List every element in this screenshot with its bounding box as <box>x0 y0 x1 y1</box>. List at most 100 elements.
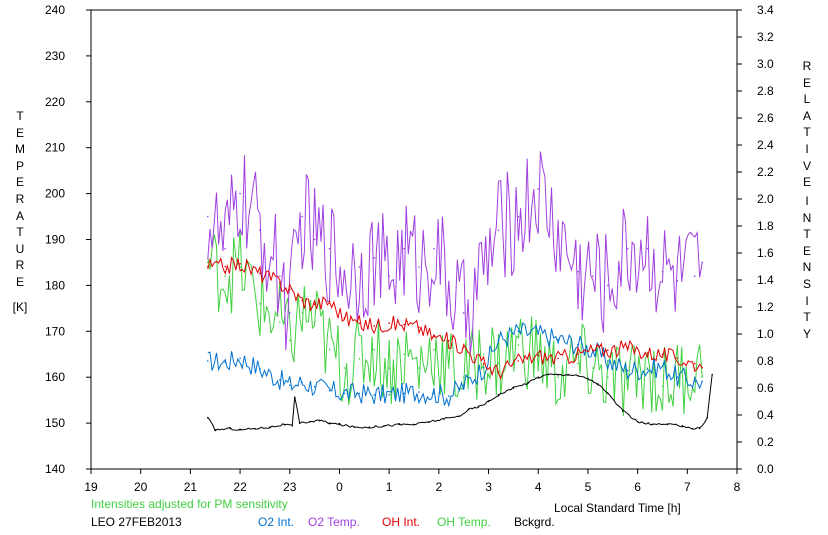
data-point <box>313 303 316 306</box>
data-point <box>358 266 361 268</box>
data-point <box>646 247 649 250</box>
data-point <box>224 265 226 268</box>
data-point <box>597 383 599 385</box>
data-point <box>418 326 420 329</box>
y-left-tick-label: 210 <box>45 141 65 155</box>
data-point <box>206 360 209 362</box>
y-left-tick-label: 170 <box>45 324 65 338</box>
data-point <box>592 349 594 352</box>
x-tick-label: 23 <box>283 480 297 494</box>
data-point <box>383 425 385 427</box>
y-left-tick-label: 230 <box>45 49 65 63</box>
data-point <box>358 392 361 395</box>
data-point <box>433 335 435 338</box>
data-point <box>577 375 579 377</box>
y-left-tick-label: 240 <box>45 3 65 17</box>
data-point <box>328 247 331 250</box>
data-point <box>626 247 629 250</box>
data-point <box>701 380 704 383</box>
data-point <box>711 373 713 376</box>
data-point <box>607 349 609 352</box>
data-point <box>661 270 664 273</box>
data-point <box>343 367 346 369</box>
y-axis-left-title: T E M P E R A T U R E <box>15 109 25 289</box>
y-axis-left: 140 150 160 170 180 190 200 210 220 230 240 <box>45 3 91 476</box>
y-right-tick-label: 0.6 <box>757 381 774 395</box>
data-point <box>403 353 405 356</box>
data-point <box>517 360 520 362</box>
legend-item-o2-temp: O2 Temp. <box>308 515 360 529</box>
data-point <box>557 338 559 341</box>
data-point <box>373 393 376 396</box>
data-point <box>698 427 701 430</box>
data-point <box>398 423 400 426</box>
data-point <box>338 423 341 426</box>
data-point <box>557 376 559 379</box>
y-right-tick-label: 3.4 <box>757 3 774 17</box>
y-axis-left-unit: [K] <box>12 300 28 314</box>
y-right-tick-label: 1.2 <box>757 300 774 314</box>
data-point <box>666 423 669 426</box>
y-right-tick-label: 1.6 <box>757 246 774 260</box>
y-right-tick-label: 3.0 <box>757 57 774 71</box>
data-point <box>592 275 594 278</box>
legend-item-oh-temp: OH Temp. <box>437 515 491 529</box>
data-point <box>517 330 520 333</box>
y-right-tick-label: 1.0 <box>757 327 774 341</box>
legend-item-o2-int: O2 Int. <box>258 515 295 529</box>
data-point <box>328 300 331 303</box>
y-axis-right-title-1: R E L A T I V E <box>802 59 812 190</box>
data-point <box>433 247 435 250</box>
x-axis: 19 20 21 22 23 0 1 2 3 4 5 6 7 8 <box>84 469 741 494</box>
data-point <box>517 215 520 218</box>
data-point <box>413 423 415 426</box>
data-point <box>626 385 629 388</box>
data-point <box>661 385 664 388</box>
data-point <box>301 215 303 218</box>
series-line-o2-temp <box>207 151 703 354</box>
data-point <box>301 381 303 384</box>
data-point <box>701 366 704 369</box>
data-point <box>373 348 376 351</box>
y-left-tick-label: 180 <box>45 278 65 292</box>
data-point <box>403 323 405 326</box>
data-point <box>343 270 346 273</box>
data-point <box>462 312 465 314</box>
data-point <box>651 423 654 426</box>
data-point <box>537 353 540 356</box>
data-point <box>517 344 520 346</box>
data-point <box>497 393 500 396</box>
series-line-oh-temp <box>207 228 703 417</box>
data-point <box>626 346 629 349</box>
data-point <box>497 362 500 365</box>
data-point <box>577 344 579 346</box>
data-point <box>443 418 445 420</box>
series-line-bckgrd <box>207 373 713 432</box>
x-tick-label: 22 <box>233 480 247 494</box>
y-left-tick-label: 140 <box>45 462 65 476</box>
data-point <box>497 229 500 232</box>
data-point <box>428 420 430 423</box>
data-point <box>447 284 450 287</box>
data-point <box>462 384 465 387</box>
y-left-tick-label: 200 <box>45 187 65 201</box>
data-point <box>353 426 356 428</box>
data-point <box>537 188 540 190</box>
data-point <box>373 257 376 259</box>
y-right-tick-label: 3.2 <box>757 30 774 44</box>
data-point <box>328 389 331 392</box>
data-point <box>206 265 209 268</box>
y-right-tick-label: 0.4 <box>757 408 774 422</box>
data-point <box>388 322 390 325</box>
data-point <box>681 425 684 427</box>
data-point <box>693 275 696 278</box>
data-point <box>547 373 549 376</box>
data-point <box>482 353 485 356</box>
data-point <box>621 410 624 412</box>
y-left-tick-label: 190 <box>45 233 65 247</box>
y-right-tick-label: 2.2 <box>757 165 774 179</box>
data-point <box>206 261 209 264</box>
data-point <box>457 415 460 418</box>
data-point <box>462 346 465 349</box>
